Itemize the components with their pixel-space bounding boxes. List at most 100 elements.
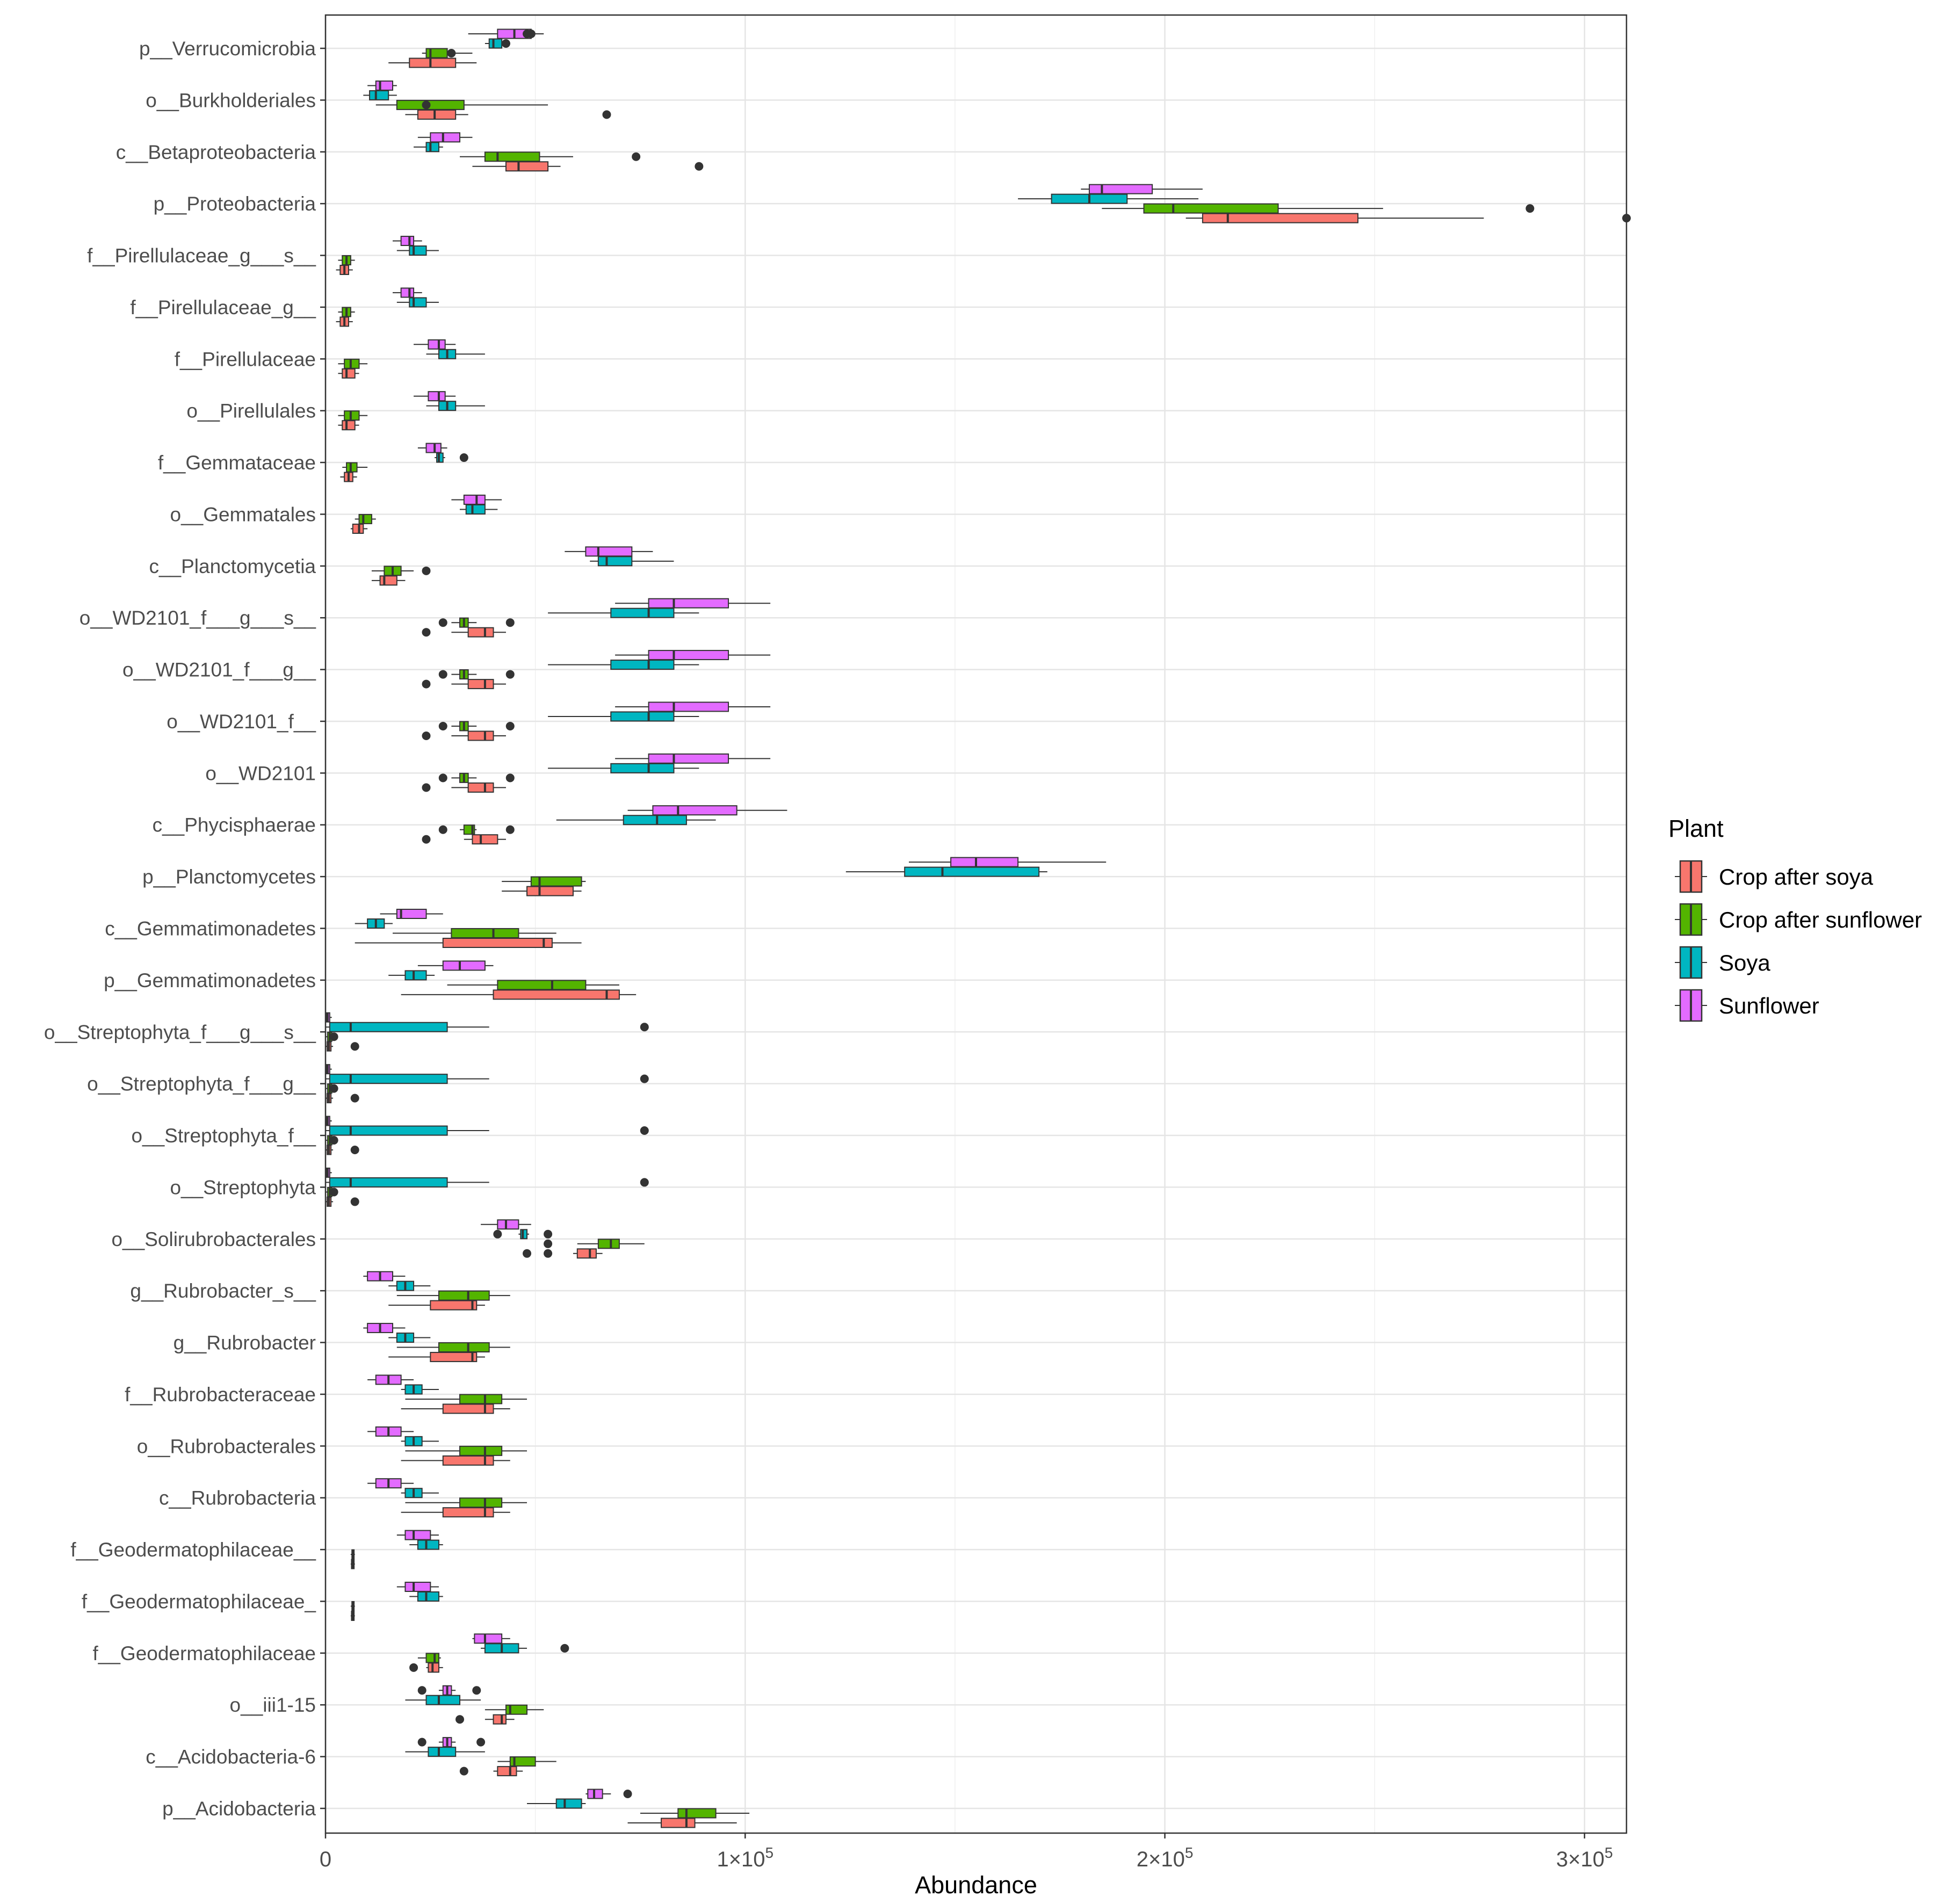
box-soya xyxy=(414,142,443,153)
box-iqr xyxy=(493,1714,507,1725)
outlier-point xyxy=(544,1249,553,1258)
box-crop-after-sunflower xyxy=(393,928,556,938)
box-iqr xyxy=(400,236,415,247)
y-tick-label: c__Acidobacteria-6 xyxy=(146,1746,316,1768)
box-soya xyxy=(845,866,1047,877)
outlier-point xyxy=(544,1229,553,1239)
box-iqr xyxy=(430,1300,478,1311)
category-group xyxy=(326,1116,649,1155)
box-sunflower xyxy=(615,598,771,609)
category-group xyxy=(326,1012,649,1052)
box-iqr xyxy=(404,970,427,981)
box-soya xyxy=(493,1229,553,1240)
y-tick-label: o__Solirubrobacterales xyxy=(111,1228,316,1250)
box-iqr xyxy=(1202,213,1358,223)
category-group xyxy=(405,1737,556,1777)
category-group xyxy=(422,701,771,741)
category-group xyxy=(367,1374,527,1414)
outlier-point xyxy=(459,453,468,462)
box-crop-after-soya xyxy=(326,1196,359,1207)
outlier-point xyxy=(695,162,704,171)
box-iqr xyxy=(467,679,494,690)
outlier-point xyxy=(459,1767,468,1776)
category-group xyxy=(422,650,771,690)
box-iqr xyxy=(484,151,540,162)
outlier-point xyxy=(640,1074,649,1083)
box-iqr xyxy=(904,866,1040,877)
box-soya xyxy=(388,1333,431,1343)
box-iqr xyxy=(677,1808,717,1819)
box-sunflower xyxy=(367,1374,414,1385)
category-group xyxy=(336,236,439,276)
outlier-point xyxy=(438,618,447,627)
box-iqr xyxy=(396,909,427,919)
box-iqr xyxy=(597,1239,620,1249)
box-crop-after-sunflower xyxy=(338,307,355,317)
box-iqr xyxy=(652,805,738,816)
box-iqr xyxy=(648,598,729,609)
outlier-point xyxy=(1526,204,1535,213)
box-sunflower xyxy=(908,857,1107,867)
box-soya xyxy=(396,245,439,256)
box-crop-after-sunflower xyxy=(438,617,515,628)
y-tick-label: c__Gemmatimonadetes xyxy=(105,918,316,940)
box-sunflower xyxy=(615,650,771,661)
box-soya xyxy=(401,1436,439,1446)
box-crop-after-sunflower xyxy=(502,876,586,887)
y-tick-label: f__Geodermatophilaceae__ xyxy=(70,1539,316,1561)
box-iqr xyxy=(342,368,356,379)
box-soya xyxy=(388,970,435,981)
outlier-point xyxy=(438,670,447,679)
y-tick-label: o__WD2101_f__ xyxy=(167,711,316,733)
category-group xyxy=(336,287,439,327)
box-crop-after-soya xyxy=(338,368,359,379)
box-sunflower xyxy=(417,132,473,143)
y-tick-label: c__Planctomycetia xyxy=(149,555,316,577)
x-tick-label: 3×105 xyxy=(1556,1844,1613,1871)
box-soya xyxy=(548,763,699,773)
outlier-point xyxy=(493,1229,502,1239)
box-iqr xyxy=(493,989,620,1000)
box-sunflower xyxy=(627,805,787,816)
y-tick-label: f__Geodermatophilaceae xyxy=(92,1642,316,1664)
box-sunflower xyxy=(414,339,456,350)
box-crop-after-sunflower xyxy=(460,151,641,162)
box-soya xyxy=(485,38,510,49)
box-crop-after-soya xyxy=(326,1145,359,1155)
box-crop-after-sunflower xyxy=(326,1186,338,1197)
box-sunflower xyxy=(363,1271,406,1282)
box-crop-after-sunflower xyxy=(405,1497,527,1508)
outlier-point xyxy=(438,721,447,730)
outlier-point xyxy=(350,1042,359,1051)
box-crop-after-soya xyxy=(459,1766,523,1777)
box-iqr xyxy=(610,607,675,618)
box-iqr xyxy=(442,1507,494,1518)
y-tick-label: f__Geodermatophilaceae_ xyxy=(82,1590,316,1612)
category-group xyxy=(338,391,485,431)
y-tick-label: p__Acidobacteria xyxy=(162,1798,316,1820)
y-tick-label: o__Streptophyta_f___g__ xyxy=(87,1073,316,1095)
box-iqr xyxy=(497,1219,519,1230)
box-crop-after-soya xyxy=(472,161,704,172)
box-soya xyxy=(405,1695,481,1705)
box-crop-after-soya xyxy=(355,938,582,948)
box-sunflower xyxy=(326,1012,332,1023)
box-crop-after-sunflower xyxy=(350,1549,355,1560)
box-crop-after-soya xyxy=(340,472,357,482)
box-iqr xyxy=(375,80,394,91)
box-iqr xyxy=(467,730,494,741)
category-group xyxy=(326,1064,649,1104)
outlier-point xyxy=(501,39,510,48)
y-tick-label: f__Gemmataceae xyxy=(158,452,316,474)
box-crop-after-sunflower xyxy=(438,824,515,835)
category-group xyxy=(350,1530,443,1569)
legend-item: Crop after sunflower xyxy=(1675,903,1922,936)
box-crop-after-sunflower xyxy=(417,1653,441,1663)
outlier-point xyxy=(560,1644,569,1653)
box-iqr xyxy=(369,90,389,100)
box-crop-after-sunflower xyxy=(485,1704,544,1715)
y-axis-labels: p__Verrucomicrobia o__Burkholderiales c__B… xyxy=(44,38,326,1820)
box-crop-after-soya xyxy=(422,730,506,741)
box-crop-after-soya xyxy=(456,1714,515,1725)
category-group xyxy=(481,1219,645,1259)
